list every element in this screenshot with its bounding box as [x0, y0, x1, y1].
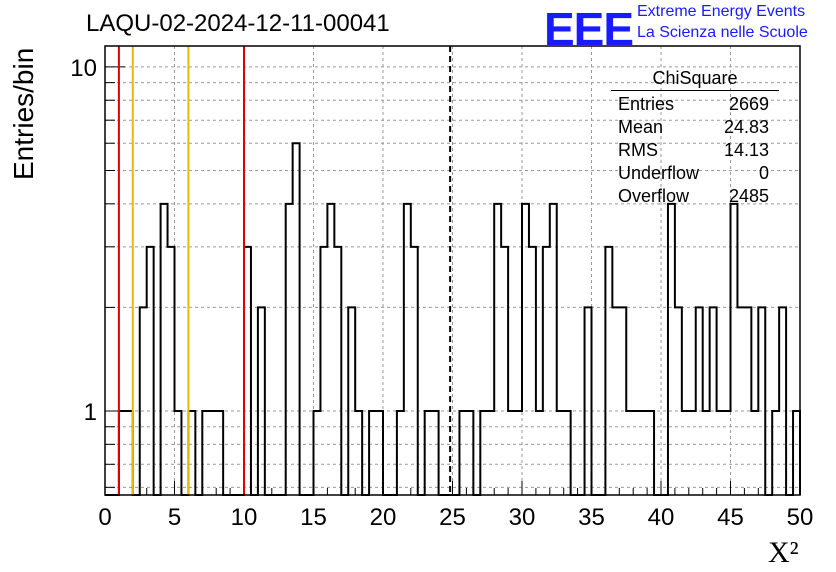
stats-value: 14.13 [723, 140, 769, 160]
stats-label: RMS [618, 140, 658, 160]
y-tick-label: 10 [70, 55, 97, 82]
chart-title: LAQU-02-2024-12-11-00041 [86, 10, 390, 37]
x-tick-label: 40 [648, 504, 675, 531]
stats-value: 0 [758, 163, 769, 183]
stats-value: 2485 [728, 186, 769, 206]
stats-row-overflow: Overflow 2485 [611, 185, 779, 208]
stats-row-rms: RMS 14.13 [611, 139, 779, 162]
stats-box: ChiSquare Entries 2669 Mean 24.83 RMS 14.13… [611, 68, 779, 208]
x-tick-label: 20 [370, 504, 397, 531]
stats-row-mean: Mean 24.83 [611, 116, 779, 139]
logo-text-line2: La Scienza nelle Scuole [637, 24, 808, 41]
plot-frame [104, 45, 801, 496]
x-tick-label: 0 [98, 504, 111, 531]
x-tick-label: 50 [787, 504, 814, 531]
x-tick-label: 5 [168, 504, 181, 531]
x-tick-label: 30 [509, 504, 536, 531]
stats-title: ChiSquare [611, 68, 779, 91]
stats-row-underflow: Underflow 0 [611, 162, 779, 185]
eee-logo: EEE [544, 3, 634, 55]
x-tick-label: 35 [578, 504, 605, 531]
x-tick-label: 45 [717, 504, 744, 531]
logo-text-line1: Extreme Energy Events [637, 3, 806, 20]
y-tick-label: 1 [84, 399, 97, 426]
stats-label: Mean [618, 117, 664, 137]
y-axis-label: Entries/bin [8, 47, 39, 180]
x-tick-label: 25 [439, 504, 466, 531]
stats-value: 2669 [728, 94, 769, 114]
stats-row-entries: Entries 2669 [611, 93, 779, 116]
x-tick-label: 15 [300, 504, 327, 531]
x-axis-label: X² [768, 536, 799, 569]
stats-label: Underflow [618, 163, 700, 183]
stats-label: Entries [618, 94, 675, 114]
stats-label: Overflow [618, 186, 690, 206]
stats-value: 24.83 [723, 117, 769, 137]
x-tick-label: 10 [231, 504, 258, 531]
